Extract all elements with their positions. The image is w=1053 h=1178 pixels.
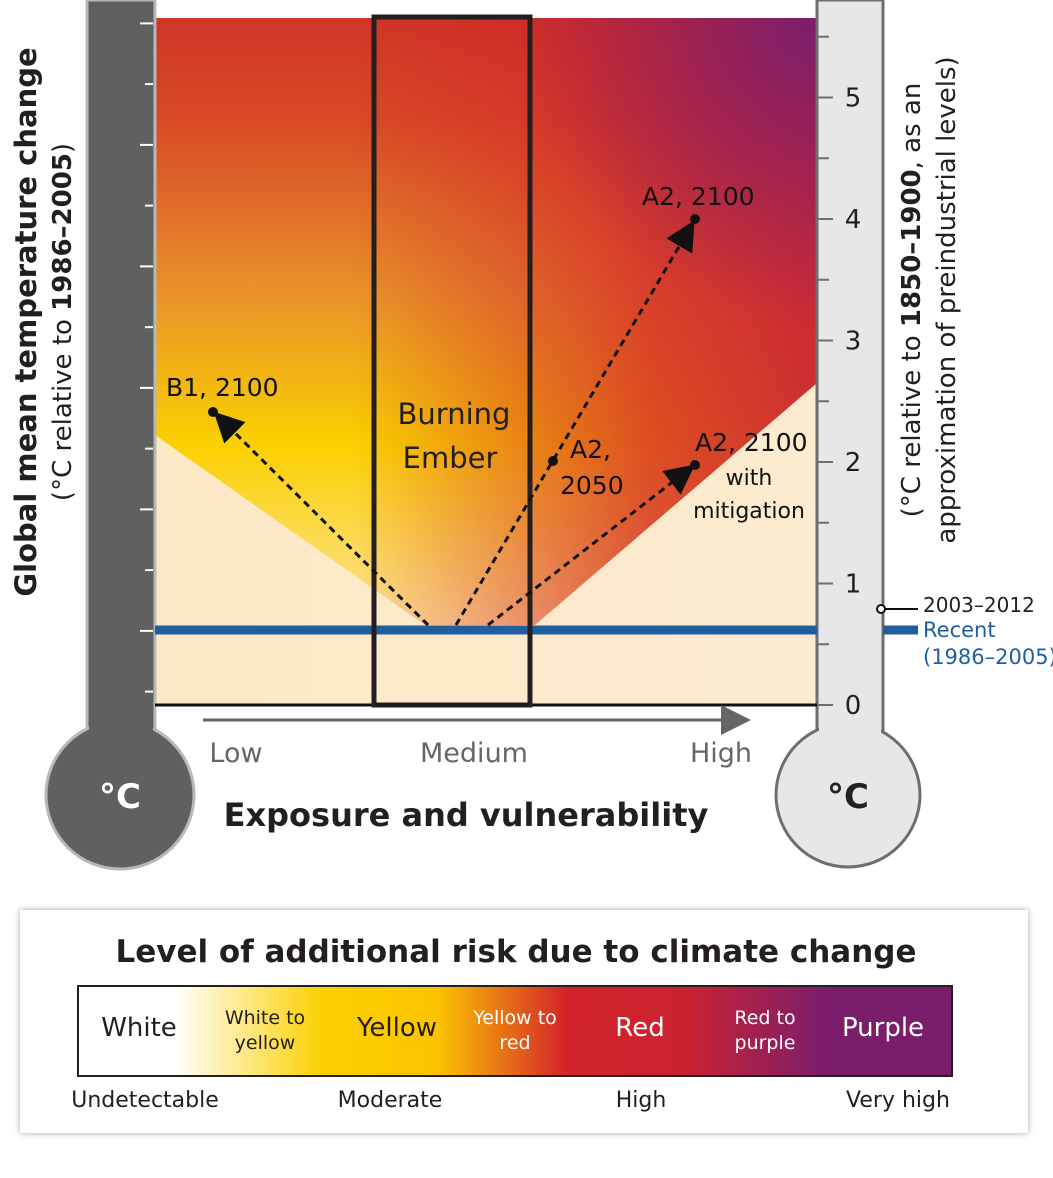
band-purple: Purple xyxy=(842,1013,924,1043)
left-thermometer: °C xyxy=(44,0,196,871)
band-white-yellow-1: White to xyxy=(225,1007,305,1029)
band-white-yellow-2: yellow xyxy=(235,1032,296,1054)
level-undetectable: Undetectable xyxy=(71,1088,219,1113)
right-axis-title: (°C relative to 1850–1900, as an xyxy=(897,83,927,518)
band-white: White xyxy=(101,1013,177,1043)
arrow-a2-mitigation xyxy=(487,464,696,627)
label-a2-2050-line2: 2050 xyxy=(560,471,624,500)
point-b1-2100 xyxy=(208,407,218,417)
label-a2-2100: A2, 2100 xyxy=(642,182,755,211)
ember-field xyxy=(155,18,817,705)
right-thermometer: °C xyxy=(774,0,922,869)
left-axis-subtitle: (°C relative to 1986–2005) xyxy=(48,143,78,501)
band-red-purple-2: purple xyxy=(735,1032,796,1054)
band-yellow-red-2: red xyxy=(499,1032,530,1054)
x-axis-title: Exposure and vulnerability xyxy=(224,796,709,834)
arrow-a2-2100 xyxy=(454,220,695,626)
point-a2-mitigation xyxy=(690,460,700,470)
right-axis-title-line2: approximation of preindustrial levels) xyxy=(932,56,962,543)
right-bulb-label: °C xyxy=(827,777,869,817)
risk-legend: Level of additional risk due to climate … xyxy=(20,910,1028,1133)
level-very-high: Very high xyxy=(846,1088,950,1113)
left-axis-title: Global mean temperature change xyxy=(9,47,43,596)
x-high-label: High xyxy=(690,738,752,769)
right-tick-label: 3 xyxy=(845,327,862,357)
right-tick-label: 1 xyxy=(845,570,862,600)
point-a2-2050 xyxy=(548,456,558,466)
burning-ember-box xyxy=(371,14,533,708)
box-label-line1: Burning xyxy=(398,397,511,431)
label-b1-2100: B1, 2100 xyxy=(166,373,279,402)
label-mitigation-note2: mitigation xyxy=(693,499,805,524)
right-tick-label: 2 xyxy=(845,448,862,478)
legend-title: Level of additional risk due to climate … xyxy=(116,934,917,970)
label-a2-2050-line1: A2, xyxy=(570,435,611,464)
label-a2-mitigation: A2, 2100 xyxy=(695,428,808,457)
level-moderate: Moderate xyxy=(338,1088,443,1113)
right-tick-label: 4 xyxy=(845,205,862,235)
period-label: 2003–2012 xyxy=(923,593,1035,617)
recent-period-label: (1986–2005) xyxy=(923,645,1053,669)
ember-chart: °C °C 0 1 2 3 4 5 2003–2012 Recent (1986–2005… xyxy=(9,0,1053,871)
left-bulb-label: °C xyxy=(99,777,141,817)
level-high: High xyxy=(616,1088,667,1113)
point-a2-2100 xyxy=(690,214,700,224)
label-mitigation-note1: with xyxy=(726,466,773,491)
recent-label: Recent xyxy=(923,618,996,642)
period-marker xyxy=(876,604,886,614)
right-tick-label: 0 xyxy=(845,691,862,721)
band-yellow-red-1: Yellow to xyxy=(472,1007,557,1029)
x-low-label: Low xyxy=(209,738,262,769)
right-tick-label: 5 xyxy=(845,84,862,114)
band-yellow: Yellow xyxy=(356,1013,437,1043)
box-label-line2: Ember xyxy=(403,441,498,475)
arrow-b1-2100 xyxy=(213,411,430,627)
x-medium-label: Medium xyxy=(420,738,528,769)
band-red: Red xyxy=(615,1013,664,1043)
legend-color-bar xyxy=(77,985,953,1077)
band-red-purple-1: Red to xyxy=(734,1007,795,1029)
